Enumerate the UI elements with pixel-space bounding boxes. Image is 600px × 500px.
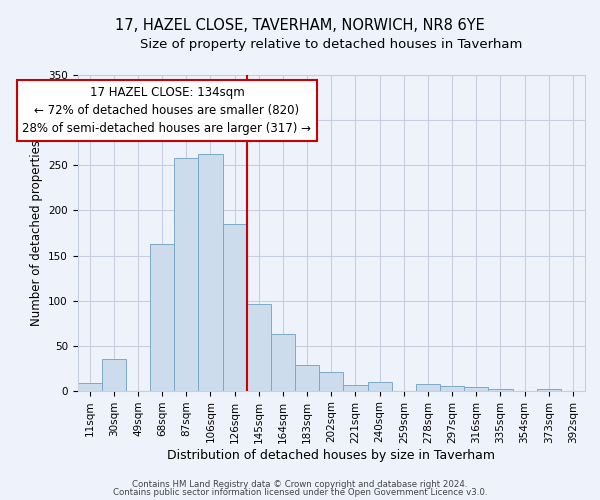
Bar (247, 304, 271, 390)
Title: Size of property relative to detached houses in Taverham: Size of property relative to detached ho… (140, 38, 523, 51)
Bar (223, 224, 247, 390)
Bar (368, 382, 392, 390)
Bar (416, 384, 440, 390)
Bar (343, 386, 368, 390)
Text: Contains public sector information licensed under the Open Government Licence v3: Contains public sector information licen… (113, 488, 487, 497)
Bar (464, 387, 488, 390)
Bar (488, 389, 512, 390)
Bar (199, 154, 223, 390)
Bar (536, 389, 561, 390)
Bar (174, 158, 199, 390)
Bar (319, 372, 343, 390)
Text: 17 HAZEL CLOSE: 134sqm
← 72% of detached houses are smaller (820)
28% of semi-de: 17 HAZEL CLOSE: 134sqm ← 72% of detached… (22, 86, 311, 135)
Bar (440, 386, 464, 390)
Bar (295, 364, 319, 390)
Bar (102, 359, 126, 390)
Bar (271, 334, 295, 390)
Text: 17, HAZEL CLOSE, TAVERHAM, NORWICH, NR8 6YE: 17, HAZEL CLOSE, TAVERHAM, NORWICH, NR8 … (115, 18, 485, 32)
X-axis label: Distribution of detached houses by size in Taverham: Distribution of detached houses by size … (167, 450, 495, 462)
Bar (77, 382, 102, 390)
Text: Contains HM Land Registry data © Crown copyright and database right 2024.: Contains HM Land Registry data © Crown c… (132, 480, 468, 489)
Bar (150, 244, 174, 390)
Y-axis label: Number of detached properties: Number of detached properties (29, 140, 43, 326)
